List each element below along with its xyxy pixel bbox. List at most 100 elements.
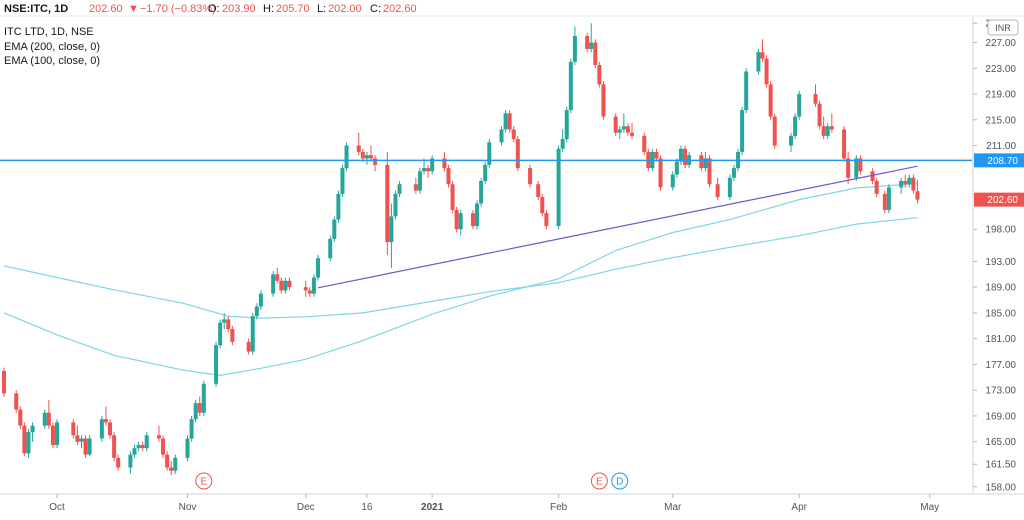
candle	[271, 271, 276, 297]
candle	[475, 200, 480, 230]
y-tick-label: 211.00	[986, 141, 1016, 152]
candle	[18, 406, 23, 429]
candle	[899, 177, 904, 194]
candle-body	[116, 457, 121, 468]
candle-body	[817, 103, 822, 127]
time-axis[interactable]: Oct Nov Dec 16 2021 Feb Mar Apr May	[49, 494, 939, 513]
candle	[544, 209, 549, 230]
candle-body	[772, 116, 777, 146]
marker-circle	[590, 472, 608, 490]
candle-body	[271, 274, 276, 294]
high-value: 205.70	[276, 3, 310, 15]
candle	[422, 158, 427, 175]
candle	[246, 338, 251, 355]
candle	[389, 203, 394, 268]
candle-body	[764, 58, 769, 85]
candle	[487, 139, 492, 169]
y-tick-label: 185.00	[985, 308, 1016, 319]
earnings-marker[interactable]: E	[195, 472, 213, 490]
trendline[interactable]	[317, 165, 918, 289]
candle-body	[364, 155, 369, 159]
candle	[560, 129, 565, 152]
candle	[14, 390, 19, 413]
candle-body	[156, 435, 161, 439]
currency-badge[interactable]	[987, 19, 1019, 36]
high-label: H:	[263, 3, 274, 15]
candle	[458, 209, 463, 236]
candle-body	[344, 145, 349, 169]
candle-body	[373, 158, 378, 165]
price-axis[interactable]: 158.00 161.50 165.00 169.00 173.00 177.00 181.…	[973, 19, 1024, 494]
candle-body	[544, 213, 549, 227]
candle	[332, 216, 337, 243]
legend-ema-100: EMA (100, close, 0)	[4, 55, 100, 67]
candle-body	[556, 148, 561, 227]
ema-layer	[3, 182, 918, 377]
candle	[214, 341, 219, 387]
candle	[625, 123, 630, 136]
candle	[589, 23, 594, 53]
candle	[886, 184, 891, 214]
candle-body	[417, 171, 422, 191]
candle	[161, 435, 166, 458]
candle-body	[658, 158, 663, 188]
candle-body	[564, 110, 569, 140]
candle-body	[185, 438, 190, 458]
candle	[303, 280, 308, 297]
candle-body	[189, 419, 194, 439]
x-tick-label: Dec	[297, 502, 315, 513]
candle-body	[825, 126, 830, 136]
candle-body	[536, 184, 541, 198]
candle-body	[112, 435, 117, 458]
candle-body	[829, 126, 834, 130]
candle	[564, 106, 569, 143]
earnings-marker[interactable]: E	[590, 472, 608, 490]
candle	[621, 113, 626, 133]
candle-body	[144, 435, 149, 449]
candle	[116, 454, 121, 471]
candle	[727, 174, 732, 201]
candle	[275, 267, 280, 284]
candle	[201, 380, 206, 416]
candle-body	[874, 180, 879, 194]
candle	[307, 287, 312, 297]
candle-body	[360, 151, 365, 159]
candle	[556, 145, 561, 230]
candle	[789, 132, 794, 152]
candle	[426, 164, 431, 178]
candle-body	[336, 193, 341, 220]
candle	[165, 451, 170, 471]
candle-body	[601, 84, 606, 117]
candle	[369, 145, 374, 162]
candle-body	[46, 412, 51, 426]
x-tick-label: Mar	[664, 502, 682, 513]
y-tick-label: 165.00	[985, 437, 1016, 448]
y-tick-label: 215.00	[985, 115, 1016, 126]
candle-body	[222, 319, 227, 323]
candle-body	[385, 164, 390, 243]
candle	[854, 155, 859, 181]
x-tick-label: 16	[361, 502, 373, 513]
candle-body	[340, 168, 345, 194]
y-tick-label: 169.00	[985, 411, 1016, 422]
ema-200-line	[3, 217, 918, 319]
x-tick-label: May	[920, 502, 939, 513]
candle-body	[413, 184, 418, 191]
dividend-marker[interactable]: D	[611, 472, 629, 490]
y-tick-label: 161.50	[985, 460, 1016, 471]
candle-body	[768, 84, 773, 117]
candle	[499, 126, 504, 146]
candle	[46, 399, 51, 429]
candle	[136, 441, 141, 452]
candle-body	[328, 238, 333, 259]
candle-body	[678, 148, 683, 162]
open-value: 203.90	[222, 3, 256, 15]
candle	[360, 148, 365, 162]
candle	[846, 151, 851, 185]
candle	[630, 123, 634, 140]
candle-body	[699, 155, 704, 169]
candle	[764, 55, 769, 88]
candle-body	[487, 142, 492, 165]
candle-body	[515, 139, 520, 169]
